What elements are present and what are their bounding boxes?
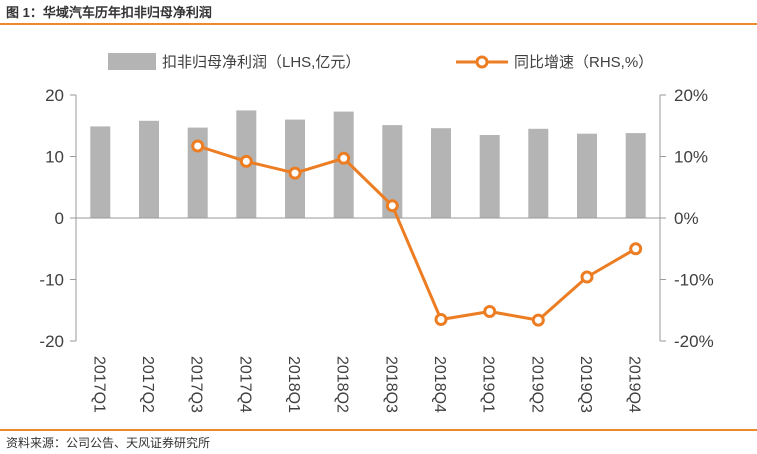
x-axis-label: 2018Q2	[334, 356, 351, 413]
growth-point	[629, 242, 643, 256]
bar	[625, 133, 646, 218]
right-axis: 20% 10% 0% -10% -20%	[659, 86, 714, 351]
chart-legend: 扣非归母净利润（LHS,亿元） 同比增速（RHS,%）	[108, 53, 653, 71]
x-axis-label: 2017Q3	[188, 356, 205, 413]
x-axis-label: 2018Q1	[285, 356, 302, 413]
x-axis-labels: 2017Q1 2017Q2 2017Q3 2017Q4 2018Q1 2018Q2 2018…	[90, 356, 642, 413]
x-axis-label: 2019Q1	[480, 356, 497, 413]
right-axis-tick-label: 10%	[674, 148, 708, 167]
line-series	[191, 139, 643, 327]
source-note: 资料来源：公司公告、天风证券研究所	[6, 436, 211, 450]
bar-series	[90, 110, 646, 218]
right-axis-tick-label: 20%	[674, 86, 708, 105]
growth-point	[385, 199, 399, 213]
bar	[90, 126, 111, 218]
source-rule	[0, 429, 757, 431]
bar	[139, 120, 159, 218]
legend-bar-label: 扣非归母净利润（LHS,亿元）	[162, 54, 360, 71]
left-axis: 20 10 0 -10 -20	[39, 86, 77, 351]
x-axis-label: 2017Q2	[139, 356, 156, 413]
growth-point	[531, 313, 545, 327]
growth-point	[580, 270, 594, 284]
x-axis-label: 2019Q2	[528, 356, 545, 413]
x-axis-label: 2018Q3	[382, 356, 399, 413]
right-axis-tick-label: -20%	[674, 332, 714, 351]
x-axis-label: 2018Q4	[431, 356, 448, 413]
bar	[479, 135, 500, 218]
chart: 扣非归母净利润（LHS,亿元） 同比增速（RHS,%） 20100-10-20 …	[39, 53, 714, 413]
x-axis-label: 2019Q3	[577, 356, 594, 413]
growth-point	[288, 166, 302, 180]
bar	[187, 127, 208, 218]
growth-line	[197, 144, 637, 322]
left-axis-tick-label: -10	[39, 271, 64, 290]
growth-point	[191, 139, 205, 153]
legend-line-marker	[475, 55, 489, 69]
legend-bar-swatch	[108, 53, 156, 70]
bar	[382, 125, 403, 218]
left-axis-tick-label: -20	[39, 332, 64, 351]
left-axis-tick-label: 10	[45, 148, 64, 167]
x-axis-label: 2019Q4	[626, 356, 643, 413]
right-axis-tick-label: 0%	[674, 209, 699, 228]
figure-title: 图 1：华域汽车历年扣非归母净利润	[6, 5, 212, 20]
bar	[528, 128, 549, 218]
growth-point	[483, 305, 497, 318]
bar	[577, 133, 597, 218]
growth-point	[434, 313, 448, 326]
left-axis-tick-label: 0	[55, 209, 64, 228]
growth-point	[239, 154, 253, 168]
bar	[431, 128, 451, 218]
growth-point	[337, 151, 351, 165]
x-axis-label: 2017Q4	[236, 356, 253, 413]
title-rule	[0, 23, 757, 25]
legend-line-label: 同比增速（RHS,%）	[514, 54, 653, 71]
right-axis-tick-label: -10%	[674, 271, 714, 290]
x-axis-label: 2017Q1	[90, 356, 107, 413]
left-axis-tick-label: 20	[45, 86, 64, 105]
